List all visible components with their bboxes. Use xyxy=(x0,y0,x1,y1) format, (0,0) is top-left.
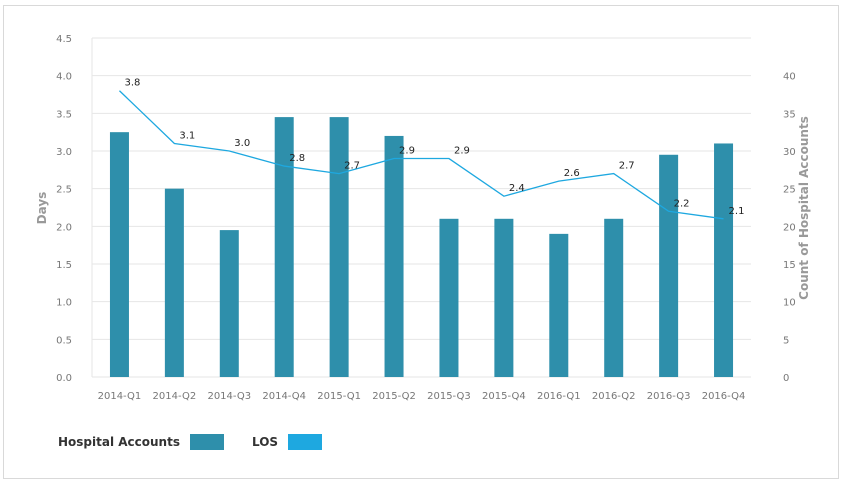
los-label-2016-Q1: 2.6 xyxy=(564,168,580,179)
x-tick: 2015-Q2 xyxy=(372,391,416,402)
y-tick-left: 4.5 xyxy=(56,34,72,45)
bar-hospital-accounts-2016-Q2[interactable] xyxy=(604,218,624,377)
legend-item-los[interactable]: LOS xyxy=(251,434,323,450)
los-label-2014-Q1: 3.8 xyxy=(124,78,140,89)
y-axis-left-ticks: 0.0 0.5 1.0 1.5 2.0 2.5 3.0 3.5 4.0 4.5 xyxy=(56,34,72,384)
los-label-2015-Q4: 2.4 xyxy=(509,183,525,194)
y-tick-left: 3.5 xyxy=(56,109,72,120)
x-tick: 2016-Q2 xyxy=(592,391,636,402)
legend-label-hospital-accounts: Hospital Accounts xyxy=(58,435,180,449)
bar-hospital-accounts-2016-Q4[interactable] xyxy=(714,143,734,377)
los-label-2015-Q2: 2.9 xyxy=(399,146,415,157)
legend-swatch-los xyxy=(288,434,323,450)
los-label-2015-Q1: 2.7 xyxy=(344,161,360,172)
x-tick: 2016-Q1 xyxy=(537,391,581,402)
los-label-2016-Q3: 2.2 xyxy=(674,198,690,209)
y-tick-left: 2.0 xyxy=(56,222,72,233)
bar-hospital-accounts-2015-Q1[interactable] xyxy=(329,117,349,377)
x-tick: 2014-Q2 xyxy=(153,391,197,402)
y-tick-right: 35 xyxy=(783,109,796,120)
x-tick: 2016-Q4 xyxy=(702,391,746,402)
bar-hospital-accounts-2015-Q3[interactable] xyxy=(439,218,459,377)
y-tick-left: 2.5 xyxy=(56,185,72,196)
x-tick: 2014-Q3 xyxy=(207,391,251,402)
los-label-2016-Q2: 2.7 xyxy=(619,161,635,172)
x-axis-ticks: 2014-Q1 2014-Q2 2014-Q3 2014-Q4 2015-Q1 2015-… xyxy=(98,391,746,402)
y-axis-left-title: Days xyxy=(35,192,49,225)
y-tick-left: 4.0 xyxy=(56,72,72,83)
los-line xyxy=(119,90,724,220)
x-tick: 2015-Q4 xyxy=(482,391,526,402)
y-tick-left: 0.5 xyxy=(56,335,72,346)
y-tick-right: 40 xyxy=(783,72,796,83)
bar-hospital-accounts-2015-Q4[interactable] xyxy=(494,218,514,377)
bar-hospital-accounts-2014-Q1[interactable] xyxy=(109,132,129,377)
bar-hospital-accounts-2016-Q1[interactable] xyxy=(549,233,569,377)
y-tick-right: 10 xyxy=(783,298,796,309)
bar-hospital-accounts-2015-Q2[interactable] xyxy=(384,135,404,377)
y-tick-left: 1.0 xyxy=(56,298,72,309)
legend-item-hospital-accounts[interactable]: Hospital Accounts xyxy=(58,434,224,450)
bar-hospital-accounts-2014-Q3[interactable] xyxy=(219,230,239,377)
los-series-line[interactable] xyxy=(119,90,724,220)
y-tick-right: 15 xyxy=(783,260,796,271)
chart-frame xyxy=(3,5,839,479)
bar-hospital-accounts-2014-Q2[interactable] xyxy=(164,188,184,377)
x-tick: 2015-Q1 xyxy=(317,391,361,402)
y-axis-right-title: Count of Hospital Accounts xyxy=(797,116,811,300)
x-tick: 2014-Q1 xyxy=(98,391,142,402)
los-label-2015-Q3: 2.9 xyxy=(454,146,470,157)
x-tick: 2015-Q3 xyxy=(427,391,471,402)
gridlines xyxy=(91,37,751,378)
los-label-2014-Q2: 3.1 xyxy=(179,130,195,141)
bars xyxy=(109,117,734,377)
y-axis-right-ticks: 0 5 10 15 20 25 30 35 40 xyxy=(783,72,796,384)
los-label-2014-Q3: 3.0 xyxy=(234,138,250,149)
y-tick-right: 20 xyxy=(783,222,796,233)
los-label-2014-Q4: 2.8 xyxy=(289,153,305,164)
y-tick-right: 5 xyxy=(783,335,789,346)
legend-swatch-hospital-accounts xyxy=(189,434,224,450)
bar-hospital-accounts-2014-Q4[interactable] xyxy=(274,117,294,377)
y-tick-right: 25 xyxy=(783,185,796,196)
x-tick: 2016-Q3 xyxy=(647,391,691,402)
y-tick-left: 1.5 xyxy=(56,260,72,271)
y-tick-right: 0 xyxy=(783,373,789,384)
legend-label-los: LOS xyxy=(251,435,279,449)
y-tick-right: 30 xyxy=(783,147,796,158)
bar-hospital-accounts-2016-Q3[interactable] xyxy=(659,154,679,377)
y-tick-left: 0.0 xyxy=(56,373,72,384)
y-tick-left: 3.0 xyxy=(56,147,72,158)
legend: Hospital Accounts LOS xyxy=(58,434,350,450)
los-label-2016-Q4: 2.1 xyxy=(729,206,745,217)
x-tick: 2014-Q4 xyxy=(262,391,306,402)
los-data-labels: 3.8 3.1 3.0 2.8 2.7 2.9 2.9 2.4 2.6 2.7 2.2 2.1 xyxy=(124,78,744,217)
